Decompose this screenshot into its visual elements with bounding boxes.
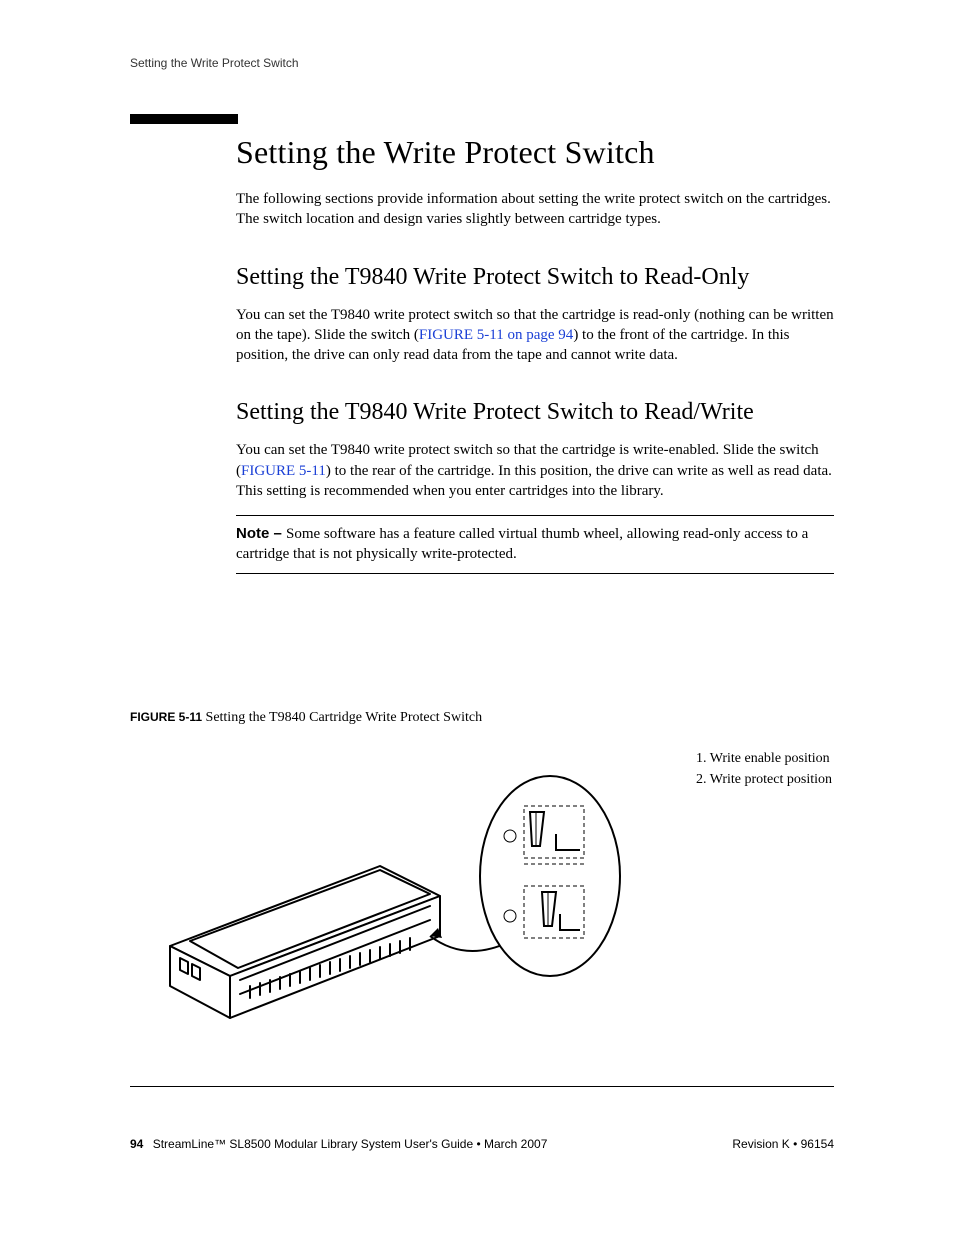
legend-item-1: 1. Write enable position <box>696 748 832 769</box>
figure-link[interactable]: FIGURE 5-11 on page 94 <box>419 327 573 343</box>
intro-paragraph: The following sections provide informati… <box>236 189 834 230</box>
page-footer: 94 StreamLine™ SL8500 Modular Library Sy… <box>130 1137 834 1151</box>
figure-caption: FIGURE 5-11 Setting the T9840 Cartridge … <box>130 710 834 726</box>
figure-caption-text: Setting the T9840 Cartridge Write Protec… <box>206 710 483 725</box>
figure-label: FIGURE 5-11 <box>130 710 202 724</box>
footer-doc-title: StreamLine™ SL8500 Modular Library Syste… <box>153 1137 548 1151</box>
figure-link[interactable]: FIGURE 5-11 <box>241 463 326 479</box>
note-block: Note – Some software has a feature calle… <box>236 515 834 574</box>
page: Setting the Write Protect Switch Setting… <box>0 0 954 1235</box>
section-rule <box>130 114 238 124</box>
subsection-readwrite-body: You can set the T9840 write protect swit… <box>236 440 834 501</box>
page-title: Setting the Write Protect Switch <box>236 134 834 171</box>
figure-area: FIGURE 5-11 Setting the T9840 Cartridge … <box>130 710 834 1087</box>
subsection-readwrite-title: Setting the T9840 Write Protect Switch t… <box>236 399 834 426</box>
figure-canvas: 1. Write enable position 2. Write protec… <box>130 736 834 1087</box>
content-column: Setting the Write Protect Switch The fol… <box>236 134 834 574</box>
legend-item-2: 2. Write protect position <box>696 769 832 790</box>
cartridge-illustration <box>130 736 630 1076</box>
subsection-readonly-title: Setting the T9840 Write Protect Switch t… <box>236 264 834 291</box>
page-number: 94 <box>130 1137 143 1151</box>
note-label: Note – <box>236 525 286 542</box>
footer-left: 94 StreamLine™ SL8500 Modular Library Sy… <box>130 1137 547 1151</box>
running-header: Setting the Write Protect Switch <box>130 56 299 70</box>
footer-right: Revision K • 96154 <box>732 1137 834 1151</box>
note-text: Some software has a feature called virtu… <box>236 526 808 562</box>
text-run: ) to the rear of the cartridge. In this … <box>236 463 832 499</box>
subsection-readonly-body: You can set the T9840 write protect swit… <box>236 305 834 366</box>
figure-legend: 1. Write enable position 2. Write protec… <box>696 748 832 790</box>
